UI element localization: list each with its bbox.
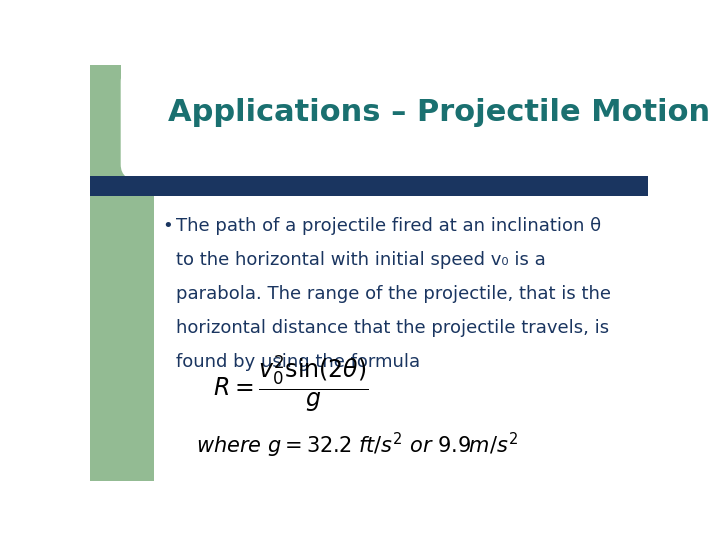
Bar — [90, 176, 648, 196]
Text: •: • — [163, 217, 174, 234]
Text: found by using the formula: found by using the formula — [176, 353, 420, 371]
Bar — [90, 196, 154, 481]
Text: The path of a projectile fired at an inclination θ: The path of a projectile fired at an inc… — [176, 217, 602, 234]
Bar — [143, 65, 648, 181]
Text: parabola. The range of the projectile, that is the: parabola. The range of the projectile, t… — [176, 285, 611, 303]
Text: horizontal distance that the projectile travels, is: horizontal distance that the projectile … — [176, 319, 610, 337]
Text: $\mathit{where\ g = 32.2\ ft/s^2\ or\ 9.9m/s^2}$: $\mathit{where\ g = 32.2\ ft/s^2\ or\ 9.… — [196, 431, 518, 460]
Text: to the horizontal with initial speed v₀ is a: to the horizontal with initial speed v₀ … — [176, 251, 546, 269]
Bar — [90, 65, 154, 481]
Text: Applications – Projectile Motion: Applications – Projectile Motion — [168, 98, 710, 127]
FancyBboxPatch shape — [121, 65, 648, 181]
Text: $R = \dfrac{v_0^2 \sin(2\theta)}{g}$: $R = \dfrac{v_0^2 \sin(2\theta)}{g}$ — [213, 354, 369, 414]
